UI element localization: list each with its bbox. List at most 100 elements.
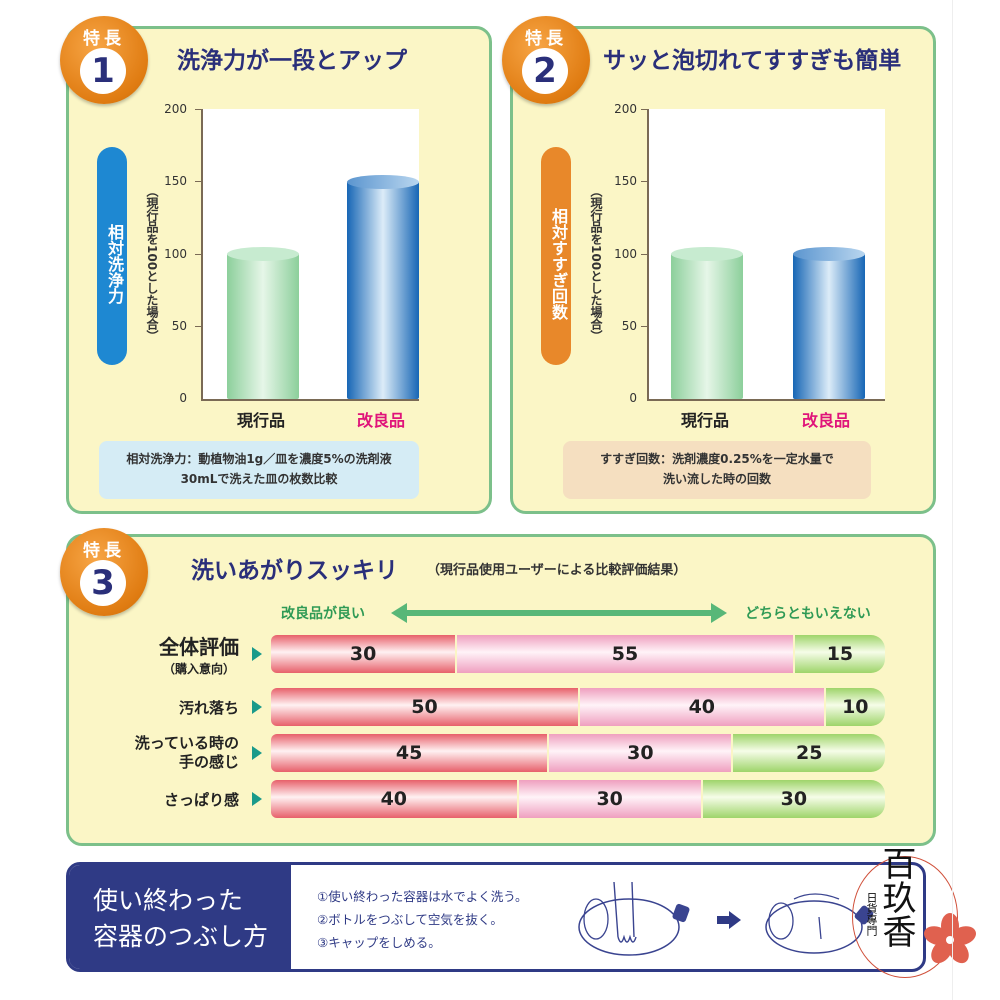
badge-label: 特長 bbox=[525, 29, 567, 49]
feature1-note-line2: 30mLで洗えた皿の枚数比較 bbox=[180, 472, 338, 486]
row-label-stain: 汚れ落ち bbox=[178, 699, 239, 717]
segment-better: 40 bbox=[271, 780, 517, 818]
arrow-right-icon bbox=[717, 911, 741, 929]
y-tick: 150 bbox=[614, 174, 637, 188]
row-label-line1: 洗っている時の bbox=[134, 734, 239, 752]
stacked-bar-stain: 50 40 10 bbox=[271, 688, 885, 726]
tick-mark bbox=[195, 326, 203, 327]
feature1-badge: 特長 1 bbox=[60, 16, 148, 104]
bar-improved bbox=[793, 247, 865, 399]
tick-mark bbox=[641, 326, 649, 327]
category-label-current: 現行品 bbox=[236, 411, 285, 430]
row-pointer-icon bbox=[252, 647, 262, 661]
y-tick: 0 bbox=[179, 391, 187, 405]
row-pointer-icon bbox=[252, 700, 262, 714]
feature3-badge: 特長 3 bbox=[60, 528, 148, 616]
row-pointer-icon bbox=[252, 792, 262, 806]
segment-better: 30 bbox=[271, 635, 456, 673]
tick-mark bbox=[641, 254, 649, 255]
badge-label: 特長 bbox=[83, 541, 125, 561]
segment-better: 50 bbox=[271, 688, 578, 726]
row-label-line2: 手の感じ bbox=[178, 753, 239, 771]
disposal-heading: 使い終わった 容器のつぶし方 bbox=[69, 865, 291, 969]
category-label-improved: 改良品 bbox=[356, 411, 405, 430]
disposal-heading-line1: 使い終わった bbox=[93, 886, 244, 915]
segment-neutral: 30 bbox=[700, 780, 885, 818]
stacked-bar-hand-feel: 45 30 25 bbox=[271, 734, 885, 772]
bar-current bbox=[671, 247, 743, 399]
bottle-squeeze-illustration-icon bbox=[578, 881, 690, 956]
disposal-steps: ①使い終わった容器は水でよく洗う。 ②ボトルをつぶして空気を抜く。 ③キャップを… bbox=[317, 885, 527, 954]
legend-arrow-left-head bbox=[391, 603, 407, 623]
feature2-note: すすぎ回数：洗剤濃度0.25%を一定水量で 洗い流した時の回数 bbox=[563, 441, 871, 499]
y-tick: 0 bbox=[629, 391, 637, 405]
stamp-sub-text: 日貨專門 bbox=[865, 892, 878, 936]
tick-mark bbox=[195, 181, 203, 182]
feature2-note-line2: 洗い流した時の回数 bbox=[662, 472, 771, 486]
page-edge-divider bbox=[952, 0, 953, 1000]
tick-mark bbox=[195, 254, 203, 255]
disposal-step: ③キャップをしめる。 bbox=[317, 935, 441, 950]
feature3-title: 洗いあがりスッキリ bbox=[191, 558, 398, 584]
feature2-plot-area bbox=[641, 109, 885, 401]
row-label-refreshing: さっぱり感 bbox=[163, 791, 239, 809]
sakura-flower-icon bbox=[924, 913, 976, 964]
segment-middle: 30 bbox=[547, 734, 732, 772]
feature1-y-axis-note: （現行品を100とした場合） bbox=[145, 185, 159, 343]
bar-current bbox=[227, 247, 299, 399]
y-tick: 100 bbox=[164, 247, 187, 261]
tick-mark bbox=[195, 109, 203, 110]
badge-number: 3 bbox=[80, 560, 126, 606]
feature3-subtitle: （現行品使用ユーザーによる比較評価結果） bbox=[427, 563, 687, 578]
feature1-panel: 洗浄力が一段とアップ 相対洗浄力 （現行品を100とした場合） 200 150 … bbox=[66, 26, 492, 514]
feature2-title: サッと泡切れてすすぎも簡単 bbox=[603, 48, 902, 74]
segment-middle: 55 bbox=[455, 635, 793, 673]
disposal-step: ②ボトルをつぶして空気を抜く。 bbox=[317, 912, 503, 927]
legend-arrow-right-head bbox=[711, 603, 727, 623]
legend-right-label: どちらともいえない bbox=[745, 606, 871, 622]
badge-label: 特長 bbox=[83, 29, 125, 49]
legend-arrow-line bbox=[403, 610, 713, 616]
badge-number: 1 bbox=[80, 48, 126, 94]
segment-middle: 40 bbox=[578, 688, 824, 726]
segment-neutral: 15 bbox=[792, 635, 885, 673]
row-label-line1: 全体評価 bbox=[159, 635, 239, 659]
stamp-main-text: 百玖香 bbox=[876, 846, 916, 948]
segment-middle: 30 bbox=[516, 780, 701, 818]
disposal-heading-line2: 容器のつぶし方 bbox=[93, 922, 269, 951]
stamp-circle bbox=[852, 856, 958, 978]
feature1-note-line1: 相対洗浄力：動植物油1g／皿を濃度5%の洗剤液 bbox=[126, 452, 392, 466]
feature2-badge: 特長 2 bbox=[502, 16, 590, 104]
feature2-note-line1: すすぎ回数：洗剤濃度0.25%を一定水量で bbox=[600, 452, 834, 466]
y-tick: 150 bbox=[164, 174, 187, 188]
feature1-note: 相対洗浄力：動植物油1g／皿を濃度5%の洗剤液 30mLで洗えた皿の枚数比較 bbox=[99, 441, 419, 499]
y-tick: 100 bbox=[614, 247, 637, 261]
stacked-bar-overall: 30 55 15 bbox=[271, 635, 885, 673]
tick-mark bbox=[641, 109, 649, 110]
badge-number: 2 bbox=[522, 48, 568, 94]
legend-left-label: 改良品が良い bbox=[281, 606, 365, 622]
y-tick: 50 bbox=[621, 319, 637, 333]
disposal-step: ①使い終わった容器は水でよく洗う。 bbox=[317, 889, 528, 904]
category-label-improved: 改良品 bbox=[801, 411, 850, 430]
feature1-title: 洗浄力が一段とアップ bbox=[177, 48, 407, 74]
row-label-line2: （購入意向） bbox=[162, 662, 235, 676]
row-label-overall: 全体評価 （購入意向） bbox=[159, 631, 239, 677]
bar-improved bbox=[347, 175, 419, 399]
y-tick: 200 bbox=[614, 102, 637, 116]
feature1-y-axis-label-pill: 相対洗浄力 bbox=[97, 147, 127, 365]
category-label-current: 現行品 bbox=[680, 411, 729, 430]
stacked-bar-refreshing: 40 30 30 bbox=[271, 780, 885, 818]
segment-better: 45 bbox=[271, 734, 548, 772]
feature2-y-axis-label-pill: 相対すすぎ回数 bbox=[541, 147, 571, 365]
disposal-panel: 使い終わった 容器のつぶし方 ①使い終わった容器は水でよく洗う。 ②ボトルをつぶ… bbox=[66, 862, 926, 972]
feature3-panel: 洗いあがりスッキリ （現行品使用ユーザーによる比較評価結果） 改良品が良い どち… bbox=[66, 534, 936, 846]
y-tick: 50 bbox=[171, 319, 187, 333]
segment-neutral: 10 bbox=[823, 688, 885, 726]
row-label-hand-feel: 洗っている時の 手の感じ bbox=[135, 734, 239, 772]
feature1-plot-area bbox=[195, 109, 419, 401]
watermark-stamp: 百玖香 日貨專門 bbox=[846, 846, 980, 978]
row-pointer-icon bbox=[252, 746, 262, 760]
feature2-panel: サッと泡切れてすすぎも簡単 相対すすぎ回数 （現行品を100とした場合） 200… bbox=[510, 26, 936, 514]
segment-neutral: 25 bbox=[731, 734, 885, 772]
